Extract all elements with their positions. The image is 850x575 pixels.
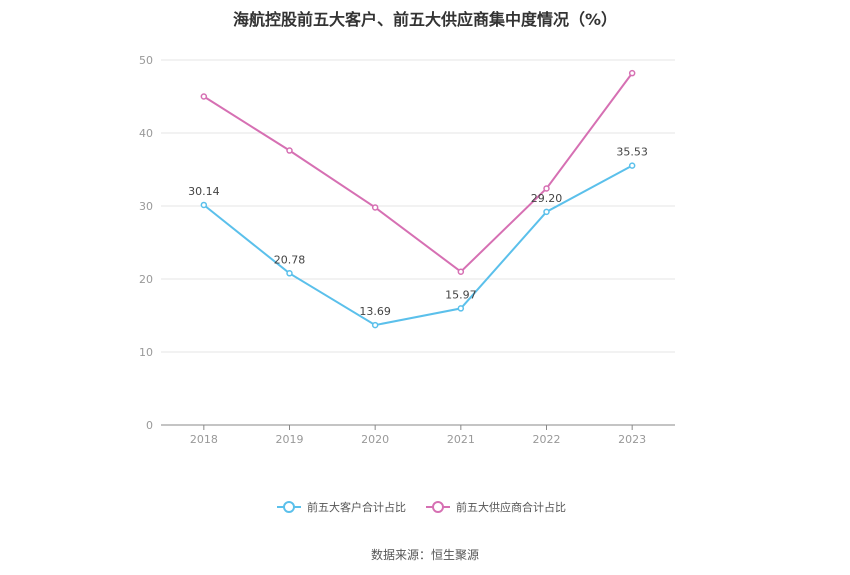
- y-tick-label: 40: [139, 127, 153, 140]
- x-tick-label: 2022: [533, 433, 561, 446]
- legend-marker: [283, 501, 295, 513]
- data-point: [286, 147, 293, 154]
- data-point: [371, 204, 379, 211]
- data-point: [628, 69, 636, 77]
- data-point: [543, 208, 550, 216]
- data-point: [457, 268, 465, 275]
- x-tick-label: 2020: [361, 433, 389, 446]
- data-point: [200, 93, 208, 100]
- data-point: [286, 270, 293, 277]
- data-point: [371, 321, 379, 329]
- legend-marker: [432, 501, 444, 513]
- y-tick-label: 20: [139, 273, 153, 286]
- x-tick-label: 2021: [447, 433, 475, 446]
- legend-label: 前五大供应商合计占比: [456, 500, 566, 514]
- data-label: 35.53: [616, 146, 648, 159]
- data-label: 29.20: [531, 192, 563, 205]
- data-point: [628, 162, 636, 169]
- data-point: [457, 305, 465, 312]
- data-label: 30.14: [188, 185, 220, 198]
- legend-label: 前五大客户合计占比: [307, 500, 406, 514]
- series-line: [203, 164, 633, 327]
- data-label: 20.78: [274, 253, 306, 266]
- data-point: [200, 201, 208, 209]
- data-label: 13.69: [359, 305, 391, 318]
- x-tick-label: 2023: [618, 433, 646, 446]
- series-line: [203, 72, 633, 274]
- x-tick-label: 2019: [276, 433, 304, 446]
- y-tick-label: 30: [139, 200, 153, 213]
- data-point: [543, 185, 550, 192]
- source-note: 数据来源：恒生聚源: [370, 548, 479, 562]
- chart-title: 海航控股前五大客户、前五大供应商集中度情况（%）: [232, 10, 618, 29]
- x-tick-label: 2018: [190, 433, 218, 446]
- y-tick-label: 50: [139, 54, 153, 67]
- data-label: 15.97: [445, 288, 477, 301]
- y-tick-label: 0: [146, 419, 153, 432]
- y-tick-label: 10: [139, 346, 153, 359]
